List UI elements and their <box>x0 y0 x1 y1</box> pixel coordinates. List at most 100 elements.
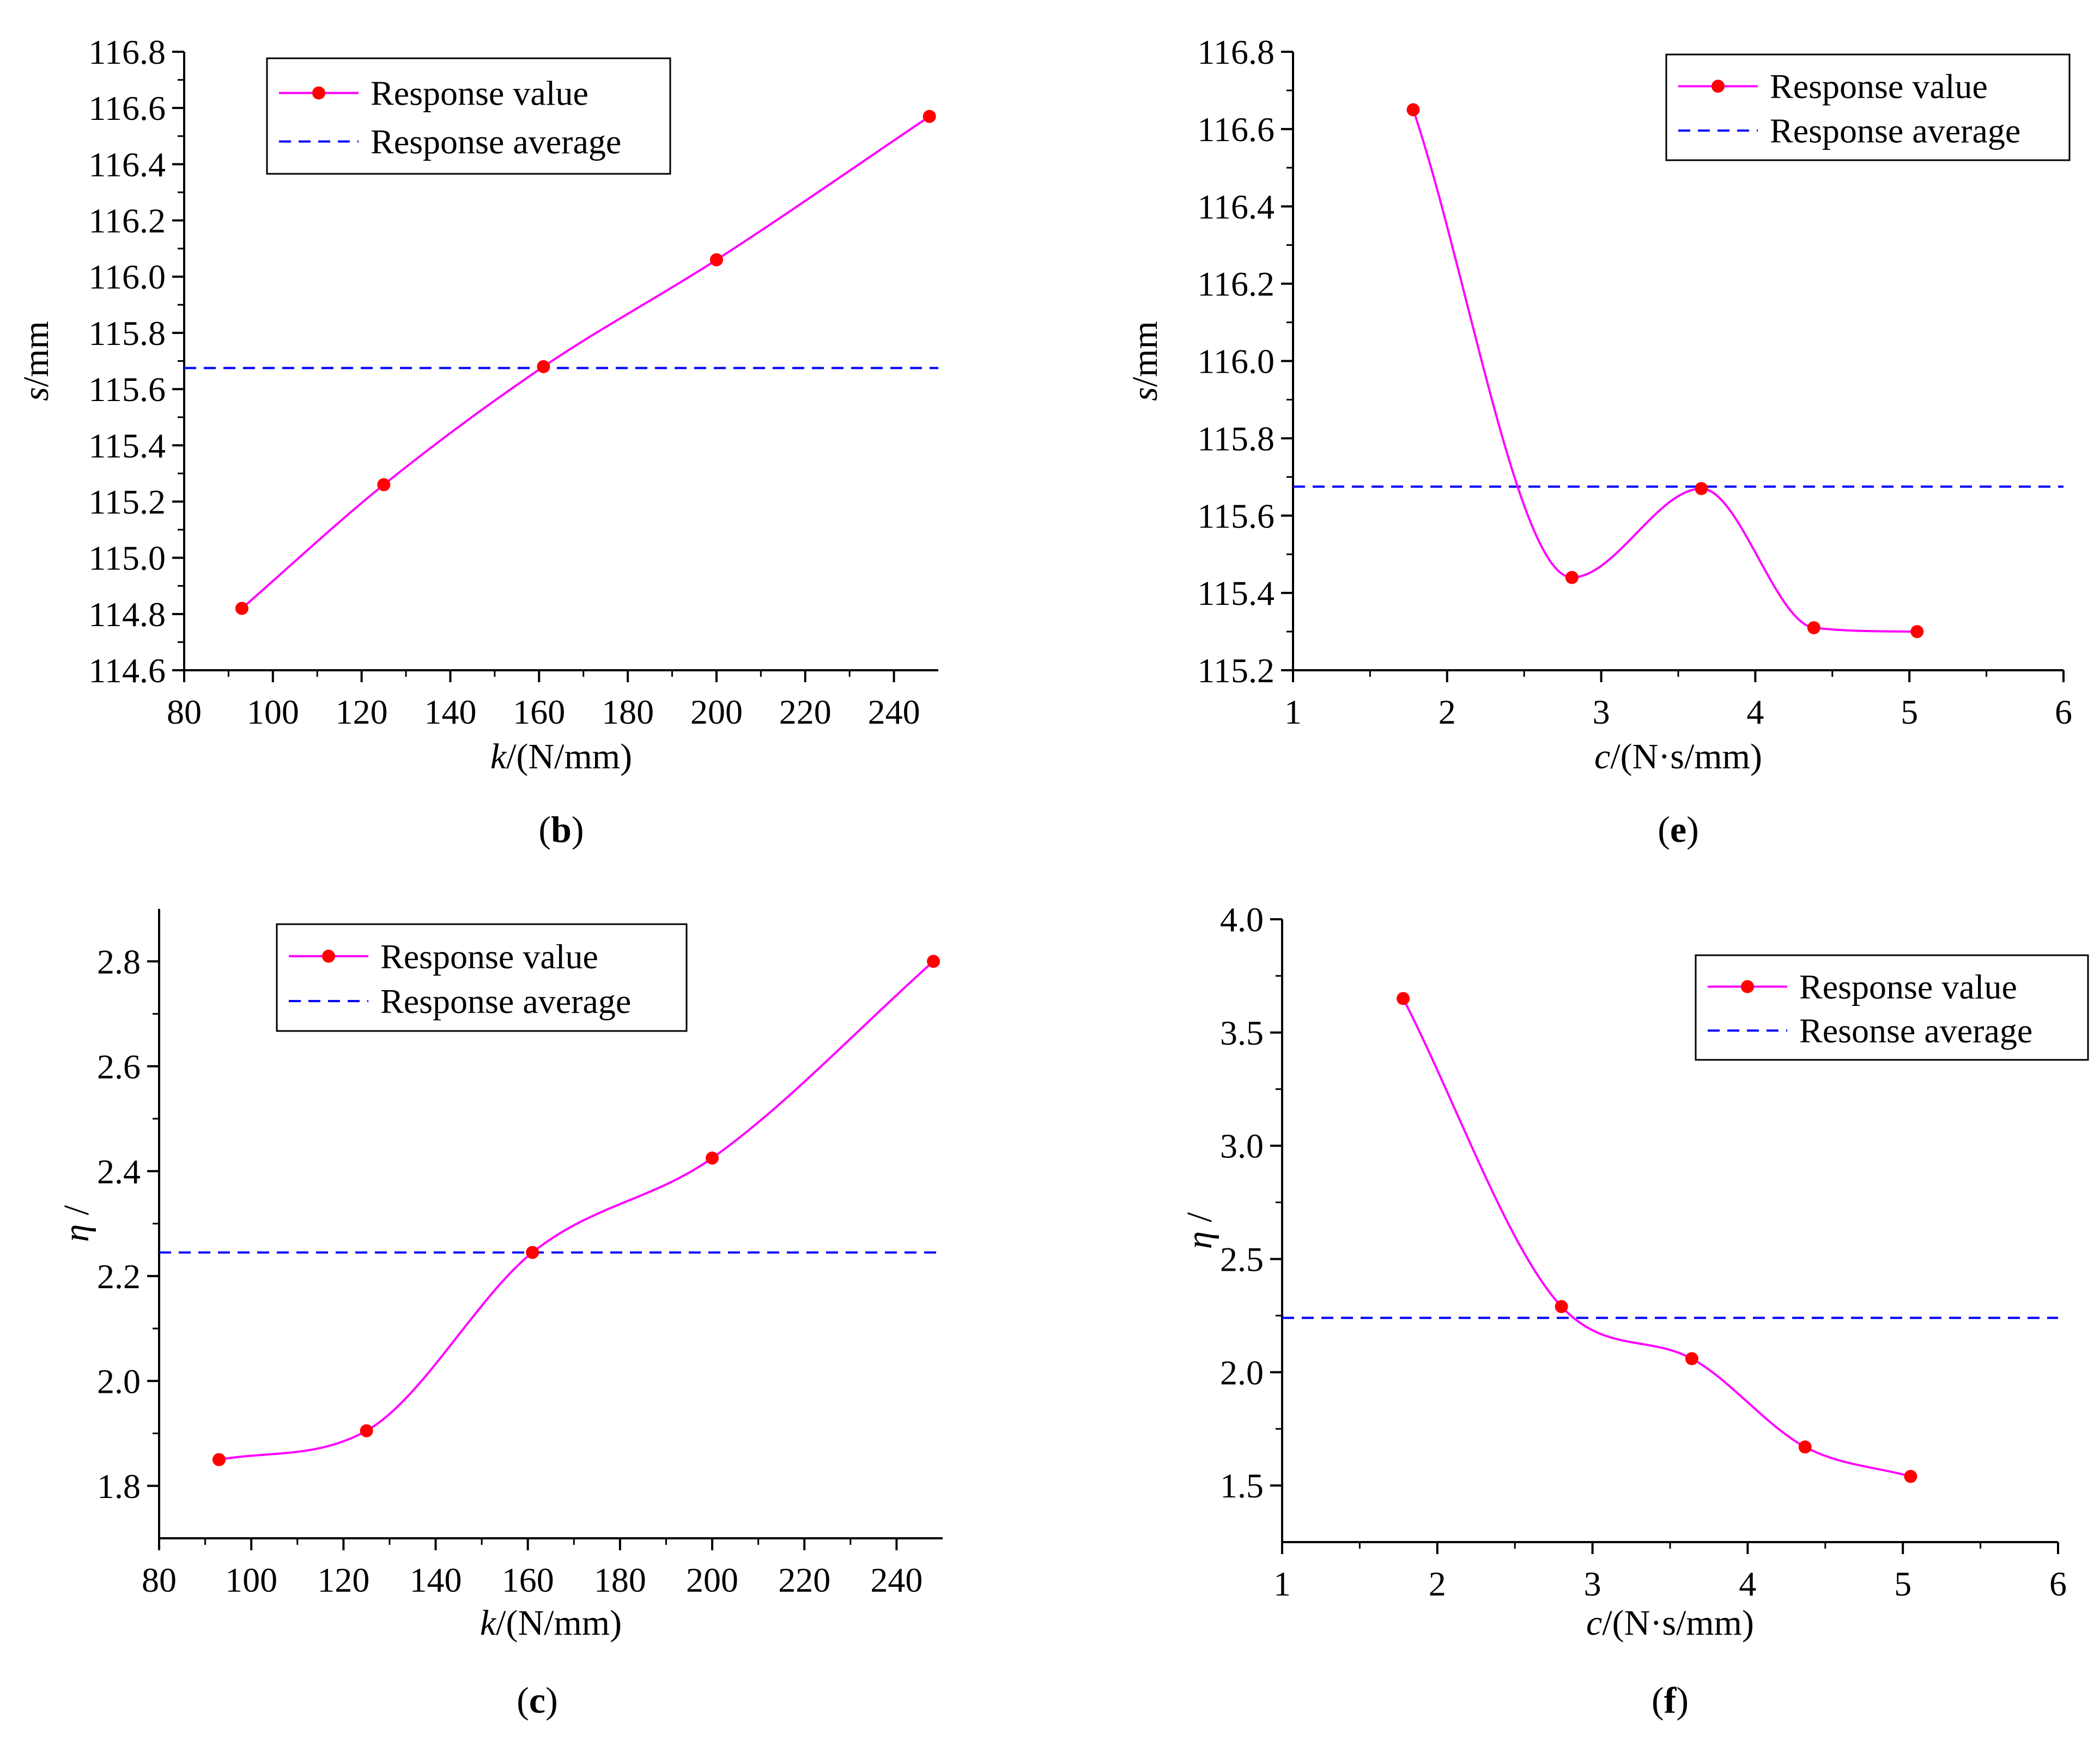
y-axis-label: s/mm <box>1125 321 1165 401</box>
y-tick-label: 115.8 <box>88 314 166 353</box>
x-tick-label: 80 <box>167 693 202 731</box>
y-tick-label: 115.2 <box>88 482 166 521</box>
legend-response-label: Response value <box>1799 968 2017 1006</box>
y-tick-label: 115.6 <box>88 370 166 409</box>
x-tick-label: 160 <box>502 1561 554 1599</box>
x-tick-label: 2 <box>1439 693 1456 731</box>
panel-label: (f) <box>1652 1679 1689 1721</box>
legend-response-marker <box>1711 80 1725 93</box>
response-value-point <box>1807 621 1820 634</box>
x-tick-label: 6 <box>2049 1564 2067 1603</box>
x-tick-label: 120 <box>317 1561 369 1599</box>
y-tick-label: 2.5 <box>1220 1240 1264 1278</box>
legend-box <box>266 57 671 175</box>
y-tick-label: 114.8 <box>88 595 166 634</box>
charts-root: 80 100 120 140 160 180 200 220 240114.6114.8115.… <box>16 33 2089 1721</box>
x-tick-label: 140 <box>410 1561 462 1599</box>
x-tick-label: 220 <box>778 1561 830 1599</box>
legend: Response value Response average <box>266 57 671 175</box>
response-value-point <box>1695 482 1708 495</box>
y-axis-label: s/mm <box>16 321 56 401</box>
y-tick-label: 116.8 <box>1197 33 1274 71</box>
y-tick-label: 3.0 <box>1220 1127 1264 1166</box>
x-tick-label: 3 <box>1593 693 1610 731</box>
y-tick-label: 115.4 <box>1197 574 1274 612</box>
x-tick-label: 5 <box>1894 1564 1911 1603</box>
x-tick-label: 200 <box>686 1561 738 1599</box>
x-tick-label: 2 <box>1429 1564 1446 1603</box>
response-value-point <box>360 1424 373 1437</box>
legend-box <box>1695 954 2089 1061</box>
x-tick-label: 240 <box>870 1561 922 1599</box>
y-tick-label: 116.2 <box>88 202 166 240</box>
y-tick-label: 1.8 <box>97 1467 141 1506</box>
x-tick-label: 6 <box>2055 693 2072 731</box>
y-tick-label: 2.4 <box>97 1152 141 1191</box>
y-tick-label: 116.0 <box>88 258 166 296</box>
y-tick-label: 1.5 <box>1220 1466 1264 1505</box>
y-tick-label: 116.4 <box>88 145 166 184</box>
y-tick-label: 115.2 <box>1197 651 1274 690</box>
legend-average-label: Resonse average <box>1799 1011 2032 1050</box>
y-axis-label: η / <box>1180 1212 1219 1249</box>
response-value-point <box>537 360 550 373</box>
legend-response-marker <box>312 86 325 100</box>
y-tick-label: 115.0 <box>88 539 166 578</box>
response-value-point <box>235 602 248 615</box>
x-tick-label: 5 <box>1901 693 1918 731</box>
x-tick-label: 140 <box>424 693 476 731</box>
y-tick-label: 116.0 <box>1197 342 1274 381</box>
y-tick-label: 2.6 <box>97 1047 141 1086</box>
x-axis-label: k/(N/mm) <box>490 737 632 777</box>
x-tick-label: 1 <box>1273 1564 1291 1603</box>
x-tick-label: 4 <box>1746 693 1764 731</box>
x-tick-label: 100 <box>225 1561 277 1599</box>
legend-response-label: Response value <box>380 937 598 976</box>
legend-response-marker <box>1741 980 1754 993</box>
response-value-line <box>219 960 934 1461</box>
response-value-point <box>709 253 723 266</box>
x-tick-label: 1 <box>1284 693 1302 731</box>
legend-box <box>276 923 688 1032</box>
legend-response-label: Response value <box>1770 67 1988 106</box>
legend-response-label: Response value <box>371 74 588 113</box>
legend-average-label: Response average <box>371 123 621 161</box>
chart-panel-c: 80 100 120 140 160 180 200 220 240 1.8 2.0 2.2 2.4 2.… <box>57 909 943 1721</box>
legend-average-label: Response average <box>1770 112 2020 150</box>
chart-panel-e: 1 2 3 4 5 6 115.2 115.4 115.6 115.8 116.0 116.2 116.… <box>1125 33 2072 850</box>
x-tick-label: 4 <box>1739 1564 1756 1603</box>
response-value-point <box>1397 992 1410 1005</box>
y-tick-label: 116.6 <box>88 89 166 128</box>
x-axis-label: k/(N/mm) <box>480 1603 622 1643</box>
y-tick-label: 2.2 <box>97 1257 141 1296</box>
response-value-point <box>1798 1440 1812 1454</box>
x-tick-label: 3 <box>1584 1564 1601 1603</box>
legend: Response value Response average <box>276 923 688 1032</box>
response-value-point <box>1565 571 1579 584</box>
x-tick-label: 160 <box>513 693 565 731</box>
response-value-point <box>1555 1300 1568 1313</box>
chart-panel-b: 80 100 120 140 160 180 200 220 240 114.6 114.8 115.… <box>16 33 938 850</box>
y-axis-label: η / <box>57 1205 96 1242</box>
response-value-point <box>212 1453 226 1466</box>
x-tick-label: 240 <box>868 693 920 731</box>
x-tick-label: 120 <box>336 693 388 731</box>
y-tick-label: 2.0 <box>97 1362 141 1400</box>
y-tick-label: 114.6 <box>88 651 166 690</box>
response-value-point <box>377 478 391 492</box>
x-axis-label: c/(N·s/mm) <box>1586 1603 1754 1643</box>
legend-box <box>1665 53 2071 161</box>
y-tick-label: 116.6 <box>1197 110 1274 149</box>
legend-average-label: Response average <box>380 982 631 1021</box>
x-tick-label: 100 <box>247 693 299 731</box>
response-value-point <box>1406 103 1420 117</box>
response-value-point <box>526 1246 539 1259</box>
legend-response-marker <box>322 949 335 963</box>
legend: Response value Resonse average <box>1695 954 2089 1061</box>
response-value-point <box>1904 1470 1917 1483</box>
y-tick-label: 116.4 <box>1197 187 1274 226</box>
x-tick-label: 220 <box>779 693 831 731</box>
